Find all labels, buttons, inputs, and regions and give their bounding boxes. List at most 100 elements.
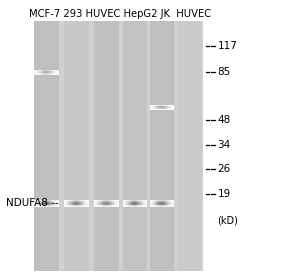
FancyBboxPatch shape [159,108,160,109]
FancyBboxPatch shape [151,106,152,107]
FancyBboxPatch shape [73,206,74,207]
FancyBboxPatch shape [169,201,170,202]
FancyBboxPatch shape [68,201,69,202]
FancyBboxPatch shape [56,201,57,202]
FancyBboxPatch shape [152,106,153,107]
FancyBboxPatch shape [167,201,168,202]
FancyBboxPatch shape [36,200,37,201]
FancyBboxPatch shape [133,203,134,204]
FancyBboxPatch shape [34,73,35,74]
FancyBboxPatch shape [153,206,154,207]
FancyBboxPatch shape [50,204,51,205]
FancyBboxPatch shape [110,202,111,203]
FancyBboxPatch shape [160,106,161,107]
FancyBboxPatch shape [97,206,98,207]
FancyBboxPatch shape [87,206,88,207]
FancyBboxPatch shape [124,204,125,205]
FancyBboxPatch shape [142,202,143,203]
FancyBboxPatch shape [98,201,99,202]
FancyBboxPatch shape [123,205,124,206]
FancyBboxPatch shape [137,203,138,204]
FancyBboxPatch shape [123,200,124,201]
FancyBboxPatch shape [73,203,74,204]
FancyBboxPatch shape [34,203,35,204]
FancyBboxPatch shape [128,205,129,206]
FancyBboxPatch shape [140,200,141,201]
FancyBboxPatch shape [165,200,166,201]
FancyBboxPatch shape [104,205,105,206]
FancyBboxPatch shape [42,202,43,203]
FancyBboxPatch shape [96,205,97,206]
FancyBboxPatch shape [172,205,173,206]
FancyBboxPatch shape [97,206,98,207]
FancyBboxPatch shape [35,74,36,75]
FancyBboxPatch shape [86,204,87,205]
FancyBboxPatch shape [168,201,169,202]
FancyBboxPatch shape [87,201,88,202]
FancyBboxPatch shape [78,201,79,202]
FancyBboxPatch shape [131,206,132,207]
FancyBboxPatch shape [36,206,37,207]
FancyBboxPatch shape [161,202,162,203]
FancyBboxPatch shape [169,205,170,206]
FancyBboxPatch shape [43,203,44,204]
FancyBboxPatch shape [146,201,148,202]
FancyBboxPatch shape [152,206,153,207]
FancyBboxPatch shape [118,205,119,206]
FancyBboxPatch shape [173,108,174,109]
FancyBboxPatch shape [78,206,79,207]
FancyBboxPatch shape [40,70,41,71]
FancyBboxPatch shape [151,107,152,108]
FancyBboxPatch shape [157,202,158,203]
FancyBboxPatch shape [67,200,68,201]
FancyBboxPatch shape [100,201,101,202]
FancyBboxPatch shape [161,200,162,201]
FancyBboxPatch shape [170,206,171,207]
FancyBboxPatch shape [100,200,101,201]
FancyBboxPatch shape [102,200,103,201]
FancyBboxPatch shape [150,204,151,205]
FancyBboxPatch shape [39,206,40,207]
FancyBboxPatch shape [37,72,38,73]
FancyBboxPatch shape [38,70,39,71]
FancyBboxPatch shape [162,206,163,207]
FancyBboxPatch shape [87,201,88,202]
FancyBboxPatch shape [126,205,127,206]
FancyBboxPatch shape [48,73,49,74]
FancyBboxPatch shape [124,201,125,202]
FancyBboxPatch shape [172,108,173,109]
FancyBboxPatch shape [172,106,173,107]
FancyBboxPatch shape [87,204,88,205]
FancyBboxPatch shape [45,201,46,202]
FancyBboxPatch shape [72,203,73,204]
FancyBboxPatch shape [146,203,147,204]
FancyBboxPatch shape [41,201,42,202]
FancyBboxPatch shape [48,206,49,207]
FancyBboxPatch shape [64,200,65,201]
FancyBboxPatch shape [67,201,68,202]
FancyBboxPatch shape [68,204,69,205]
FancyBboxPatch shape [52,73,53,74]
FancyBboxPatch shape [131,203,132,204]
FancyBboxPatch shape [80,205,81,206]
FancyBboxPatch shape [169,108,170,109]
FancyBboxPatch shape [142,201,143,202]
FancyBboxPatch shape [163,200,164,201]
FancyBboxPatch shape [100,202,101,203]
FancyBboxPatch shape [161,204,162,205]
FancyBboxPatch shape [50,203,51,204]
FancyBboxPatch shape [49,71,50,72]
FancyBboxPatch shape [41,72,42,73]
FancyBboxPatch shape [157,206,158,207]
FancyBboxPatch shape [36,74,37,75]
FancyBboxPatch shape [46,73,47,74]
FancyBboxPatch shape [48,72,49,73]
FancyBboxPatch shape [76,200,77,201]
FancyBboxPatch shape [124,206,125,207]
FancyBboxPatch shape [112,204,113,205]
FancyBboxPatch shape [126,201,127,202]
FancyBboxPatch shape [99,201,100,202]
FancyBboxPatch shape [115,205,116,206]
FancyBboxPatch shape [44,72,45,73]
FancyBboxPatch shape [130,204,131,205]
